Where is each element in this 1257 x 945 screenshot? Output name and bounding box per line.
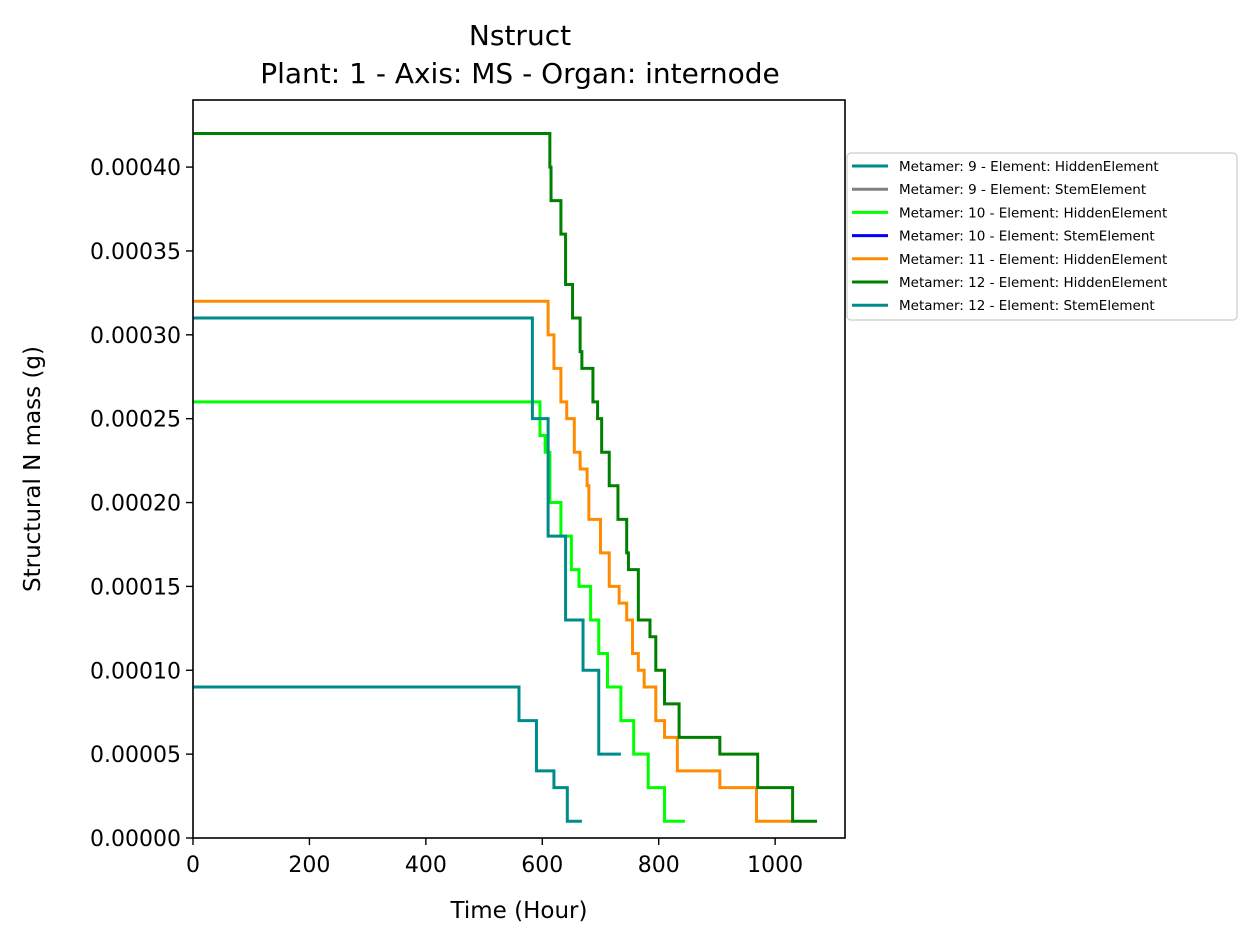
chart-subtitle: Plant: 1 - Axis: MS - Organ: internode <box>260 57 780 90</box>
x-tick-label: 800 <box>638 853 680 878</box>
legend: Metamer: 9 - Element: HiddenElement Metam… <box>846 152 1238 321</box>
legend-label-6: Metamer: 12 - Element: StemElement <box>899 298 1155 314</box>
y-tick-label: 0.00010 <box>90 659 181 684</box>
y-tick-label: 0.00020 <box>90 492 181 517</box>
x-axis-label: Time (Hour) <box>450 898 588 924</box>
y-tick-label: 0.00005 <box>90 743 181 768</box>
x-tick-label: 200 <box>288 853 330 878</box>
series-layer <box>193 132 818 823</box>
y-tick-label: 0.00000 <box>90 827 181 852</box>
x-tick-label: 600 <box>521 853 563 878</box>
y-tick-label: 0.00025 <box>90 408 181 433</box>
series-line-6 <box>193 316 621 756</box>
y-tick-label: 0.00030 <box>90 324 181 349</box>
legend-label-5: Metamer: 12 - Element: HiddenElement <box>899 275 1167 291</box>
ticks-layer: 0 200 400 600 800 1000 0.00000 0.00005 0.00010 0.… <box>90 156 803 878</box>
x-tick-label: 0 <box>186 853 200 878</box>
legend-frame <box>846 152 1238 321</box>
series-line-4 <box>193 299 793 823</box>
plot-area-frame <box>192 99 846 839</box>
legend-label-2: Metamer: 10 - Element: HiddenElement <box>899 205 1167 221</box>
legend-label-0: Metamer: 9 - Element: HiddenElement <box>899 159 1159 175</box>
y-axis-label: Structural N mass (g) <box>20 346 46 592</box>
legend-label-1: Metamer: 9 - Element: StemElement <box>899 182 1146 198</box>
legend-label-4: Metamer: 11 - Element: HiddenElement <box>899 252 1167 268</box>
y-tick-label: 0.00040 <box>90 156 181 181</box>
series-line-0 <box>193 685 582 823</box>
x-tick-label: 400 <box>405 853 447 878</box>
legend-label-3: Metamer: 10 - Element: StemElement <box>899 229 1155 245</box>
series-line-5 <box>193 132 818 823</box>
y-tick-label: 0.00035 <box>90 240 181 265</box>
y-tick-label: 0.00015 <box>90 575 181 600</box>
x-tick-label: 1000 <box>747 853 803 878</box>
chart-title: Nstruct <box>469 19 571 52</box>
